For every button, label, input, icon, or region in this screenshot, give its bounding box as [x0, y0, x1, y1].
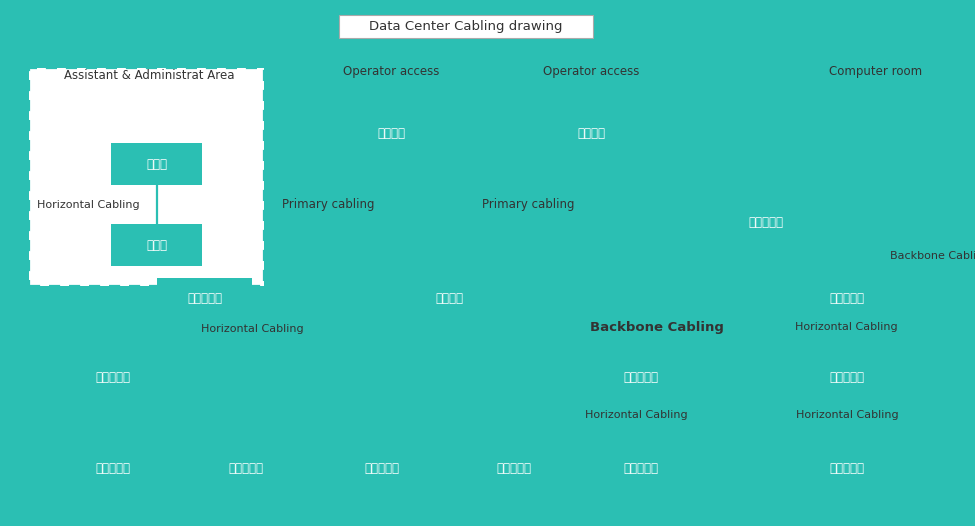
- Text: 主进线间: 主进线间: [377, 127, 406, 140]
- Text: 次进线间: 次进线间: [577, 127, 605, 140]
- Text: 设备配线区: 设备配线区: [623, 462, 658, 475]
- FancyBboxPatch shape: [198, 448, 293, 489]
- FancyBboxPatch shape: [800, 278, 895, 319]
- Text: Computer room: Computer room: [830, 65, 922, 78]
- Text: Horizontal Cabling: Horizontal Cabling: [37, 200, 139, 210]
- Text: Horizontal Cabling: Horizontal Cabling: [585, 410, 687, 420]
- Text: 设备配线区: 设备配线区: [228, 462, 263, 475]
- Text: Operator access: Operator access: [543, 65, 640, 78]
- Text: 水平配线区: 水平配线区: [187, 292, 222, 305]
- FancyBboxPatch shape: [800, 448, 895, 489]
- Text: Backbone Cabling: Backbone Cabling: [890, 251, 975, 261]
- FancyBboxPatch shape: [338, 15, 593, 38]
- FancyBboxPatch shape: [29, 68, 264, 286]
- FancyBboxPatch shape: [593, 448, 689, 489]
- FancyBboxPatch shape: [466, 448, 563, 489]
- FancyBboxPatch shape: [593, 356, 689, 398]
- FancyBboxPatch shape: [543, 113, 639, 155]
- Text: 水平配线区: 水平配线区: [830, 292, 865, 305]
- Text: 水平配线区: 水平配线区: [623, 371, 658, 383]
- Text: 工作区: 工作区: [146, 158, 167, 170]
- Text: Horizontal Cabling: Horizontal Cabling: [796, 410, 899, 420]
- Text: 设备配线区: 设备配线区: [497, 462, 532, 475]
- Text: Horizontal Cabling: Horizontal Cabling: [795, 322, 897, 332]
- FancyBboxPatch shape: [401, 278, 497, 319]
- Text: 设备配线区: 设备配线区: [365, 462, 400, 475]
- Text: 电信间: 电信间: [146, 239, 167, 252]
- FancyBboxPatch shape: [157, 278, 253, 319]
- FancyBboxPatch shape: [343, 113, 440, 155]
- Text: 主配线间: 主配线间: [435, 292, 463, 305]
- FancyBboxPatch shape: [334, 448, 430, 489]
- FancyBboxPatch shape: [800, 356, 895, 398]
- FancyBboxPatch shape: [65, 448, 161, 489]
- Text: Primary cabling: Primary cabling: [282, 198, 374, 211]
- FancyBboxPatch shape: [65, 356, 161, 398]
- FancyBboxPatch shape: [111, 143, 202, 185]
- Text: 中间配线区: 中间配线区: [748, 216, 783, 229]
- Text: 区域配线区: 区域配线区: [830, 371, 865, 383]
- Text: Assistant & Administrat Area: Assistant & Administrat Area: [63, 69, 234, 82]
- Text: Horizontal Cabling: Horizontal Cabling: [201, 324, 304, 334]
- Text: Backbone Cabling: Backbone Cabling: [590, 321, 724, 334]
- Text: Primary cabling: Primary cabling: [482, 198, 574, 211]
- Text: Data Center Cabling drawing: Data Center Cabling drawing: [370, 20, 563, 33]
- FancyBboxPatch shape: [111, 225, 202, 266]
- Text: 区域配线区: 区域配线区: [96, 371, 131, 383]
- Text: 设备配线区: 设备配线区: [96, 462, 131, 475]
- Text: Operator access: Operator access: [343, 65, 440, 78]
- FancyBboxPatch shape: [718, 201, 814, 243]
- Text: 设备配线区: 设备配线区: [830, 462, 865, 475]
